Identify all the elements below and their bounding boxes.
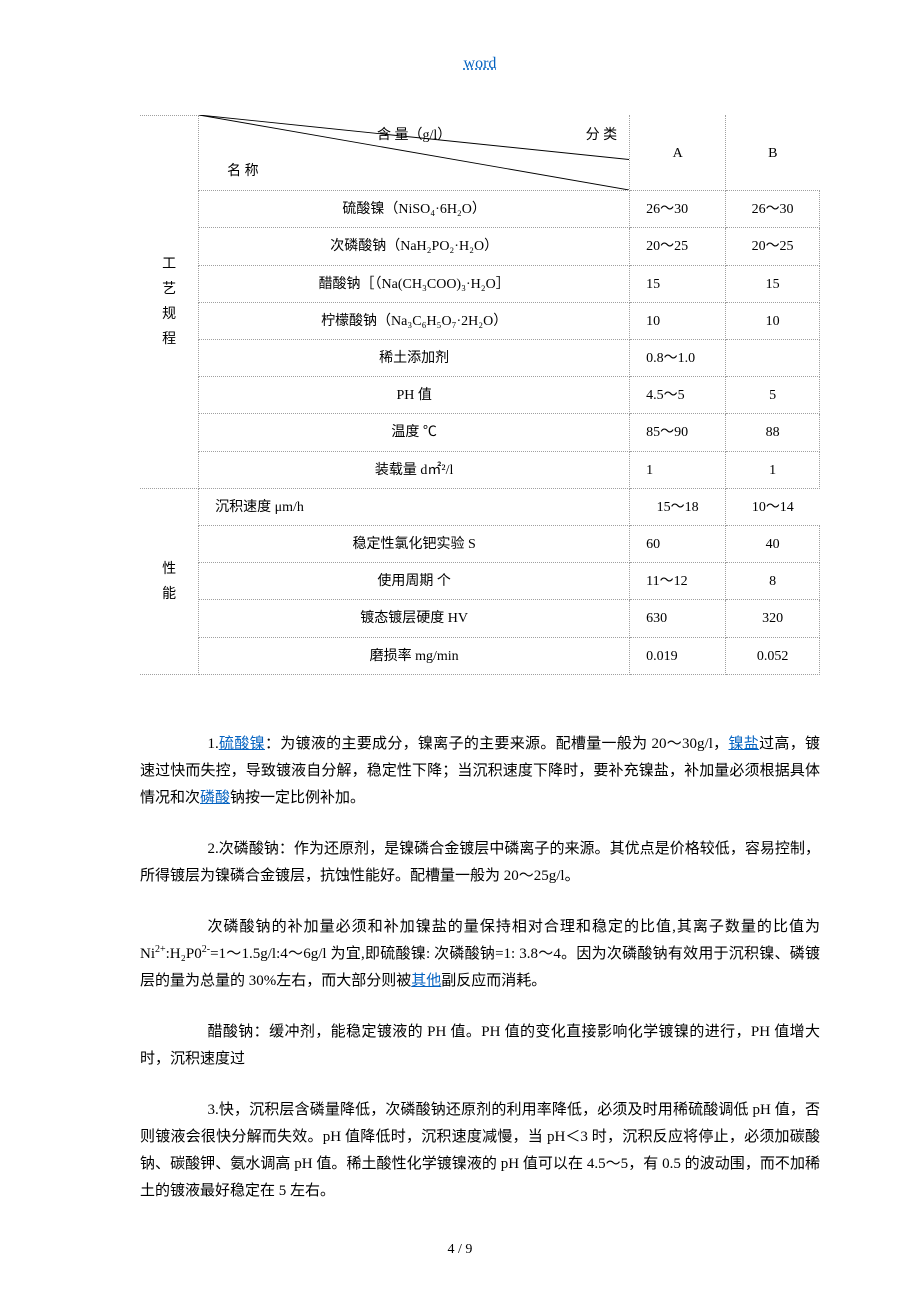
diag-right-label: 分 类	[586, 123, 618, 148]
row-b: 88	[726, 414, 820, 451]
link-phos[interactable]: 磷酸	[200, 790, 230, 806]
section-header-process: 工 艺 规 程	[140, 115, 199, 488]
row-name: 磨损率 mg/min	[199, 637, 630, 674]
paragraph-1: 1.硫酸镍：为镀液的主要成分，镍离子的主要来源。配槽量一般为 20～30g/l，…	[140, 731, 820, 812]
paragraph-3: 次磷酸钠的补加量必须和补加镍盐的量保持相对合理和稳定的比值,其离子数量的比值为 …	[140, 914, 820, 995]
row-a: 630	[630, 600, 726, 637]
row-a: 1	[630, 451, 726, 488]
row-b: 10	[726, 302, 820, 339]
row-a: 20～25	[630, 228, 726, 265]
row-b: 0.052	[726, 637, 820, 674]
link-nisalt[interactable]: 镍盐	[728, 736, 759, 752]
row-name: 沉积速度 μm/h	[199, 488, 630, 525]
row-a: 10	[630, 302, 726, 339]
link-niso4[interactable]: 硫酸镍	[219, 736, 265, 752]
row-b: 26～30	[726, 191, 820, 228]
row-a: 15～18	[630, 488, 726, 525]
row-name: 硫酸镍（NiSO₄·6H₂O）	[199, 191, 630, 228]
row-b	[726, 340, 820, 377]
row-b: 320	[726, 600, 820, 637]
row-a: 85～90	[630, 414, 726, 451]
row-b: 20～25	[726, 228, 820, 265]
row-name: 次磷酸钠（NaH₂PO₂·H₂O）	[199, 228, 630, 265]
row-a: 11～12	[630, 563, 726, 600]
col-header-a: A	[630, 115, 726, 191]
paragraph-2: 2.次磷酸钠：作为还原剂，是镍磷合金镀层中磷离子的来源。其优点是价格较低，容易控…	[140, 836, 820, 890]
paragraph-4: 醋酸钠：缓冲剂，能稳定镀液的 PH 值。PH 值的变化直接影响化学镀镍的进行，P…	[140, 1019, 820, 1073]
diag-left-label: 名 称	[227, 159, 259, 184]
row-a: 26～30	[630, 191, 726, 228]
diag-center-label: 含 量（g/l）	[377, 123, 451, 148]
row-name: 柠檬酸钠（Na₃C₆H₅O₇·2H₂O）	[199, 302, 630, 339]
row-b: 40	[726, 525, 820, 562]
row-a: 0.019	[630, 637, 726, 674]
row-b: 10～14	[726, 488, 820, 525]
row-name: 醋酸钠［（Na(CH₃COO)₃·H₂O］	[199, 265, 630, 302]
col-header-b: B	[726, 115, 820, 191]
page-number: 4 / 9	[0, 1237, 920, 1262]
paragraph-5: 3.快，沉积层含磷量降低，次磷酸钠还原剂的利用率降低，必须及时用稀硫酸调低 pH…	[140, 1097, 820, 1205]
row-b: 1	[726, 451, 820, 488]
diag-header-cell: 含 量（g/l） 名 称 分 类	[199, 115, 630, 191]
row-name: PH 值	[199, 377, 630, 414]
row-name: 温度 ℃	[199, 414, 630, 451]
header-link: word	[140, 50, 820, 79]
row-a: 60	[630, 525, 726, 562]
row-name: 镀态镀层硬度 HV	[199, 600, 630, 637]
row-a: 0.8～1.0	[630, 340, 726, 377]
row-b: 5	[726, 377, 820, 414]
link-other[interactable]: 其他	[411, 973, 441, 989]
row-a: 4.5～5	[630, 377, 726, 414]
row-name: 稀土添加剂	[199, 340, 630, 377]
row-name: 使用周期 个	[199, 563, 630, 600]
row-name: 装载量 d㎡²/l	[199, 451, 630, 488]
row-b: 8	[726, 563, 820, 600]
section-header-perf: 性 能	[140, 488, 199, 674]
row-a: 15	[630, 265, 726, 302]
row-name: 稳定性氯化钯实验 S	[199, 525, 630, 562]
row-b: 15	[726, 265, 820, 302]
spec-table: 工 艺 规 程 含 量（g/l） 名 称 分 类 A B 硫酸镍（NiSO₄·6…	[140, 115, 820, 675]
